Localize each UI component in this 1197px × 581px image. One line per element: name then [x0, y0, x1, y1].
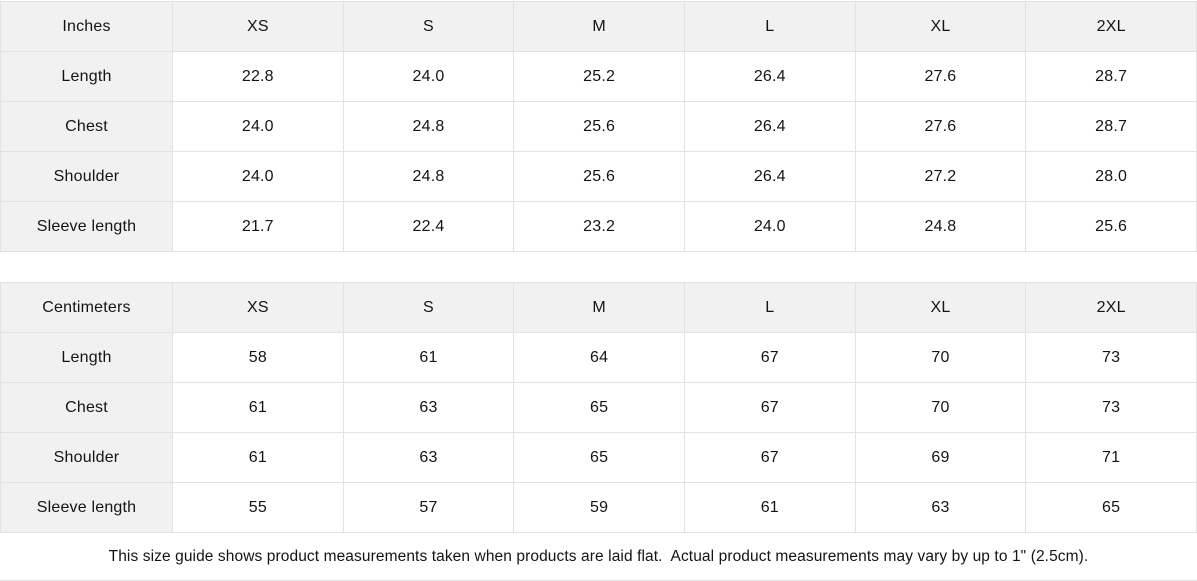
column-header-xl: XL: [854, 1, 1027, 52]
measurement-cell: 25.6: [513, 101, 685, 152]
row-label-sleeve-length: Sleeve length: [0, 482, 173, 533]
table-gap: [0, 252, 1197, 282]
measurement-cell: 24.8: [342, 101, 515, 152]
measurement-cell: 70: [854, 382, 1027, 433]
measurement-cell: 64: [513, 332, 685, 383]
column-header-m: M: [513, 1, 685, 52]
table-row: Shoulder 61 63 65 67 69 71: [0, 432, 1197, 483]
measurement-cell: 22.4: [342, 201, 515, 252]
table-row: Chest 24.0 24.8 25.6 26.4 27.6 28.7: [0, 101, 1197, 152]
measurement-cell: 25.2: [513, 51, 685, 102]
column-header-s: S: [342, 282, 515, 333]
measurement-cell: 26.4: [683, 101, 856, 152]
column-header-xl: XL: [854, 282, 1027, 333]
measurement-cell: 67: [683, 382, 856, 433]
measurement-cell: 26.4: [683, 51, 856, 102]
row-label-length: Length: [0, 332, 173, 383]
measurement-cell: 28.7: [1025, 101, 1197, 152]
column-header-l: L: [683, 282, 856, 333]
measurement-cell: 27.6: [854, 51, 1027, 102]
table-row: Sleeve length 55 57 59 61 63 65: [0, 482, 1197, 533]
measurement-cell: 58: [172, 332, 344, 383]
row-label-shoulder: Shoulder: [0, 151, 173, 202]
unit-header-centimeters: Centimeters: [0, 282, 173, 333]
measurement-cell: 23.2: [513, 201, 685, 252]
table-row: Length 58 61 64 67 70 73: [0, 332, 1197, 383]
measurement-cell: 26.4: [683, 151, 856, 202]
measurement-cell: 24.0: [172, 151, 344, 202]
measurement-cell: 57: [342, 482, 515, 533]
measurement-cell: 24.0: [683, 201, 856, 252]
measurement-cell: 28.0: [1025, 151, 1197, 202]
measurement-cell: 73: [1025, 382, 1197, 433]
measurement-cell: 63: [854, 482, 1027, 533]
row-label-shoulder: Shoulder: [0, 432, 173, 483]
measurement-cell: 59: [513, 482, 685, 533]
measurement-cell: 27.6: [854, 101, 1027, 152]
measurement-cell: 24.8: [342, 151, 515, 202]
measurement-cell: 24.0: [342, 51, 515, 102]
footnote: This size guide shows product measuremen…: [108, 547, 1089, 565]
table-row: Chest 61 63 65 67 70 73: [0, 382, 1197, 433]
column-header-xs: XS: [172, 282, 344, 333]
measurement-cell: 25.6: [1025, 201, 1197, 252]
measurement-cell: 67: [683, 332, 856, 383]
measurement-cell: 61: [172, 382, 344, 433]
row-label-chest: Chest: [0, 101, 173, 152]
row-label-chest: Chest: [0, 382, 173, 433]
column-header-l: L: [683, 1, 856, 52]
measurement-cell: 61: [683, 482, 856, 533]
measurement-cell: 65: [513, 432, 685, 483]
measurement-cell: 71: [1025, 432, 1197, 483]
measurement-cell: 65: [1025, 482, 1197, 533]
measurement-cell: 61: [342, 332, 515, 383]
measurement-cell: 25.6: [513, 151, 685, 202]
measurement-cell: 67: [683, 432, 856, 483]
table-row: Shoulder 24.0 24.8 25.6 26.4 27.2 28.0: [0, 151, 1197, 202]
measurement-cell: 55: [172, 482, 344, 533]
measurement-cell: 63: [342, 382, 515, 433]
measurement-cell: 73: [1025, 332, 1197, 383]
measurement-cell: 69: [854, 432, 1027, 483]
column-header-2xl: 2XL: [1025, 1, 1197, 52]
size-table-inches: Inches XS S M L XL 2XL Length 22.8 24.0 …: [0, 1, 1197, 252]
measurement-cell: 24.0: [172, 101, 344, 152]
centimeters-header-row: Centimeters XS S M L XL 2XL: [0, 282, 1197, 333]
size-table-centimeters: Centimeters XS S M L XL 2XL Length 58 61…: [0, 282, 1197, 533]
row-label-length: Length: [0, 51, 173, 102]
row-label-sleeve-length: Sleeve length: [0, 201, 173, 252]
table-row: Sleeve length 21.7 22.4 23.2 24.0 24.8 2…: [0, 201, 1197, 252]
measurement-cell: 70: [854, 332, 1027, 383]
unit-header-inches: Inches: [0, 1, 173, 52]
column-header-2xl: 2XL: [1025, 282, 1197, 333]
measurement-cell: 65: [513, 382, 685, 433]
measurement-cell: 27.2: [854, 151, 1027, 202]
column-header-s: S: [342, 1, 515, 52]
measurement-cell: 61: [172, 432, 344, 483]
measurement-cell: 21.7: [172, 201, 344, 252]
column-header-xs: XS: [172, 1, 344, 52]
footnote-bar: This size guide shows product measuremen…: [0, 533, 1197, 581]
measurement-cell: 63: [342, 432, 515, 483]
measurement-cell: 24.8: [854, 201, 1027, 252]
table-row: Length 22.8 24.0 25.2 26.4 27.6 28.7: [0, 51, 1197, 102]
column-header-m: M: [513, 282, 685, 333]
measurement-cell: 22.8: [172, 51, 344, 102]
measurement-cell: 28.7: [1025, 51, 1197, 102]
inches-header-row: Inches XS S M L XL 2XL: [0, 1, 1197, 52]
